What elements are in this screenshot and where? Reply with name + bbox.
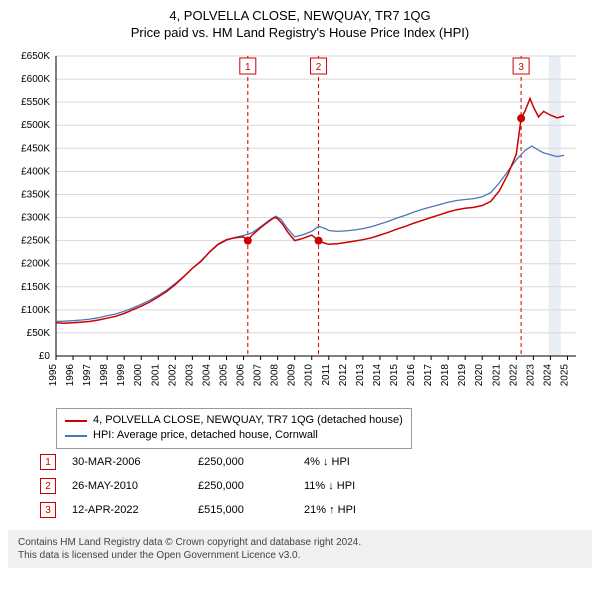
footer-line2: This data is licensed under the Open Gov…	[18, 549, 582, 562]
svg-text:2023: 2023	[525, 364, 536, 387]
legend-swatch-hpi	[65, 435, 87, 437]
svg-text:2004: 2004	[201, 364, 212, 387]
svg-text:£200K: £200K	[21, 259, 50, 270]
svg-text:£650K: £650K	[21, 51, 50, 62]
svg-text:2024: 2024	[542, 364, 553, 387]
svg-text:£600K: £600K	[21, 74, 50, 85]
svg-text:2001: 2001	[150, 364, 161, 387]
svg-text:2005: 2005	[218, 364, 229, 387]
svg-text:2007: 2007	[253, 364, 264, 387]
svg-text:2025: 2025	[559, 364, 570, 387]
transaction-marker: 2	[40, 478, 56, 494]
title-block: 4, POLVELLA CLOSE, NEWQUAY, TR7 1QG Pric…	[0, 0, 600, 44]
transaction-date: 30-MAR-2006	[72, 456, 182, 468]
svg-text:2003: 2003	[184, 364, 195, 387]
transaction-table: 1 30-MAR-2006 £250,000 4% ↓ HPI 2 26-MAY…	[40, 450, 394, 522]
svg-text:£400K: £400K	[21, 166, 50, 177]
transaction-date: 26-MAY-2010	[72, 480, 182, 492]
transaction-marker: 1	[40, 454, 56, 470]
transaction-date: 12-APR-2022	[72, 504, 182, 516]
title-subtitle: Price paid vs. HM Land Registry's House …	[0, 25, 600, 40]
transaction-price: £515,000	[198, 504, 288, 516]
svg-text:£250K: £250K	[21, 236, 50, 247]
svg-text:1996: 1996	[65, 364, 76, 387]
svg-text:2010: 2010	[304, 364, 315, 387]
svg-text:2022: 2022	[508, 364, 519, 387]
svg-text:2000: 2000	[133, 364, 144, 387]
transaction-marker: 3	[40, 502, 56, 518]
transaction-row: 1 30-MAR-2006 £250,000 4% ↓ HPI	[40, 450, 394, 474]
svg-text:2019: 2019	[457, 364, 468, 387]
svg-text:2002: 2002	[167, 364, 178, 387]
svg-text:£150K: £150K	[21, 282, 50, 293]
legend-row-hpi: HPI: Average price, detached house, Corn…	[65, 428, 403, 443]
legend-label-hpi: HPI: Average price, detached house, Corn…	[93, 428, 318, 443]
svg-text:2020: 2020	[474, 364, 485, 387]
transaction-price: £250,000	[198, 456, 288, 468]
footer-line1: Contains HM Land Registry data © Crown c…	[18, 536, 582, 549]
legend-swatch-price-paid	[65, 420, 87, 422]
svg-text:£450K: £450K	[21, 143, 50, 154]
svg-text:3: 3	[518, 62, 524, 73]
svg-text:2013: 2013	[355, 364, 366, 387]
legend-label-price-paid: 4, POLVELLA CLOSE, NEWQUAY, TR7 1QG (det…	[93, 413, 403, 428]
svg-text:2018: 2018	[440, 364, 451, 387]
legend: 4, POLVELLA CLOSE, NEWQUAY, TR7 1QG (det…	[56, 408, 412, 449]
transaction-row: 2 26-MAY-2010 £250,000 11% ↓ HPI	[40, 474, 394, 498]
chart-area: £0 £50K £100K £150K £200K £250K £300K £350K £400…	[8, 50, 592, 402]
svg-text:2009: 2009	[287, 364, 298, 387]
transaction-diff: 21% ↑ HPI	[304, 504, 394, 516]
svg-text:2017: 2017	[423, 364, 434, 387]
legend-row-price-paid: 4, POLVELLA CLOSE, NEWQUAY, TR7 1QG (det…	[65, 413, 403, 428]
svg-text:2006: 2006	[236, 364, 247, 387]
svg-text:2011: 2011	[321, 364, 332, 386]
chart-svg: £0 £50K £100K £150K £200K £250K £300K £350K £400…	[8, 50, 592, 402]
svg-text:£0: £0	[39, 351, 51, 362]
svg-text:1998: 1998	[99, 364, 110, 387]
svg-text:2015: 2015	[389, 364, 400, 387]
svg-text:2012: 2012	[338, 364, 349, 387]
svg-text:2016: 2016	[406, 364, 417, 387]
svg-text:£100K: £100K	[21, 305, 50, 316]
svg-text:2: 2	[316, 62, 322, 73]
page-container: 4, POLVELLA CLOSE, NEWQUAY, TR7 1QG Pric…	[0, 0, 600, 590]
transaction-row: 3 12-APR-2022 £515,000 21% ↑ HPI	[40, 498, 394, 522]
svg-text:2008: 2008	[270, 364, 281, 387]
title-address: 4, POLVELLA CLOSE, NEWQUAY, TR7 1QG	[0, 8, 600, 23]
svg-text:2021: 2021	[491, 364, 502, 387]
transaction-diff: 11% ↓ HPI	[304, 480, 394, 492]
svg-text:£50K: £50K	[27, 328, 51, 339]
svg-text:1: 1	[245, 62, 251, 73]
transaction-price: £250,000	[198, 480, 288, 492]
svg-text:1999: 1999	[116, 364, 127, 387]
svg-text:1995: 1995	[48, 364, 59, 387]
svg-text:1997: 1997	[82, 364, 93, 387]
svg-text:2014: 2014	[372, 364, 383, 387]
svg-text:£500K: £500K	[21, 120, 50, 131]
svg-text:£300K: £300K	[21, 213, 50, 224]
transaction-diff: 4% ↓ HPI	[304, 456, 394, 468]
footer-attribution: Contains HM Land Registry data © Crown c…	[8, 530, 592, 568]
svg-text:£550K: £550K	[21, 97, 50, 108]
svg-text:£350K: £350K	[21, 189, 50, 200]
